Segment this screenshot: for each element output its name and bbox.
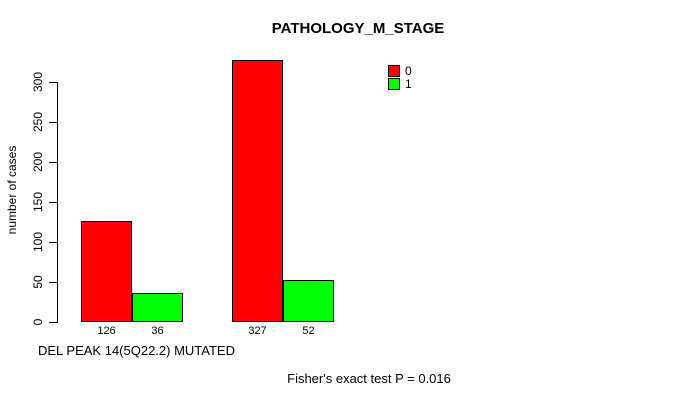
fisher-test-annotation: Fisher's exact test P = 0.016 bbox=[287, 371, 451, 386]
y-tick-label: 200 bbox=[31, 151, 45, 173]
y-tick-label: 300 bbox=[31, 71, 45, 93]
legend-swatch-green bbox=[388, 77, 400, 90]
bar-126 bbox=[81, 221, 132, 322]
y-tick-mark bbox=[49, 122, 57, 123]
y-tick-mark bbox=[49, 82, 57, 83]
y-tick-mark bbox=[49, 282, 57, 283]
y-tick-mark bbox=[49, 322, 57, 323]
legend-item-1: 1 bbox=[388, 77, 412, 90]
y-axis-line bbox=[57, 82, 58, 323]
y-tick-label: 150 bbox=[31, 191, 45, 213]
y-tick-mark bbox=[49, 202, 57, 203]
legend-label-0: 0 bbox=[405, 63, 412, 78]
bar-value-label: 327 bbox=[248, 325, 267, 337]
y-tick-label: 0 bbox=[31, 318, 45, 326]
bar-value-label: 36 bbox=[151, 325, 164, 337]
legend-swatch-red bbox=[388, 64, 400, 77]
y-tick-label: 100 bbox=[31, 231, 45, 253]
legend: 0 1 bbox=[388, 64, 412, 90]
y-tick-label: 50 bbox=[31, 275, 45, 289]
legend-item-0: 0 bbox=[388, 64, 412, 77]
chart-title: PATHOLOGY_M_STAGE bbox=[271, 20, 445, 37]
y-tick-mark bbox=[49, 242, 57, 243]
bar-52 bbox=[283, 280, 334, 322]
bar-36 bbox=[132, 293, 183, 322]
x-axis-label: DEL PEAK 14(5Q22.2) MUTATED bbox=[38, 343, 235, 358]
y-tick-label: 250 bbox=[31, 111, 45, 133]
legend-label-1: 1 bbox=[405, 76, 412, 91]
bar-value-label: 52 bbox=[302, 325, 315, 337]
bar-value-label: 126 bbox=[97, 325, 116, 337]
y-tick-mark bbox=[49, 162, 57, 163]
bar-327 bbox=[232, 60, 283, 322]
